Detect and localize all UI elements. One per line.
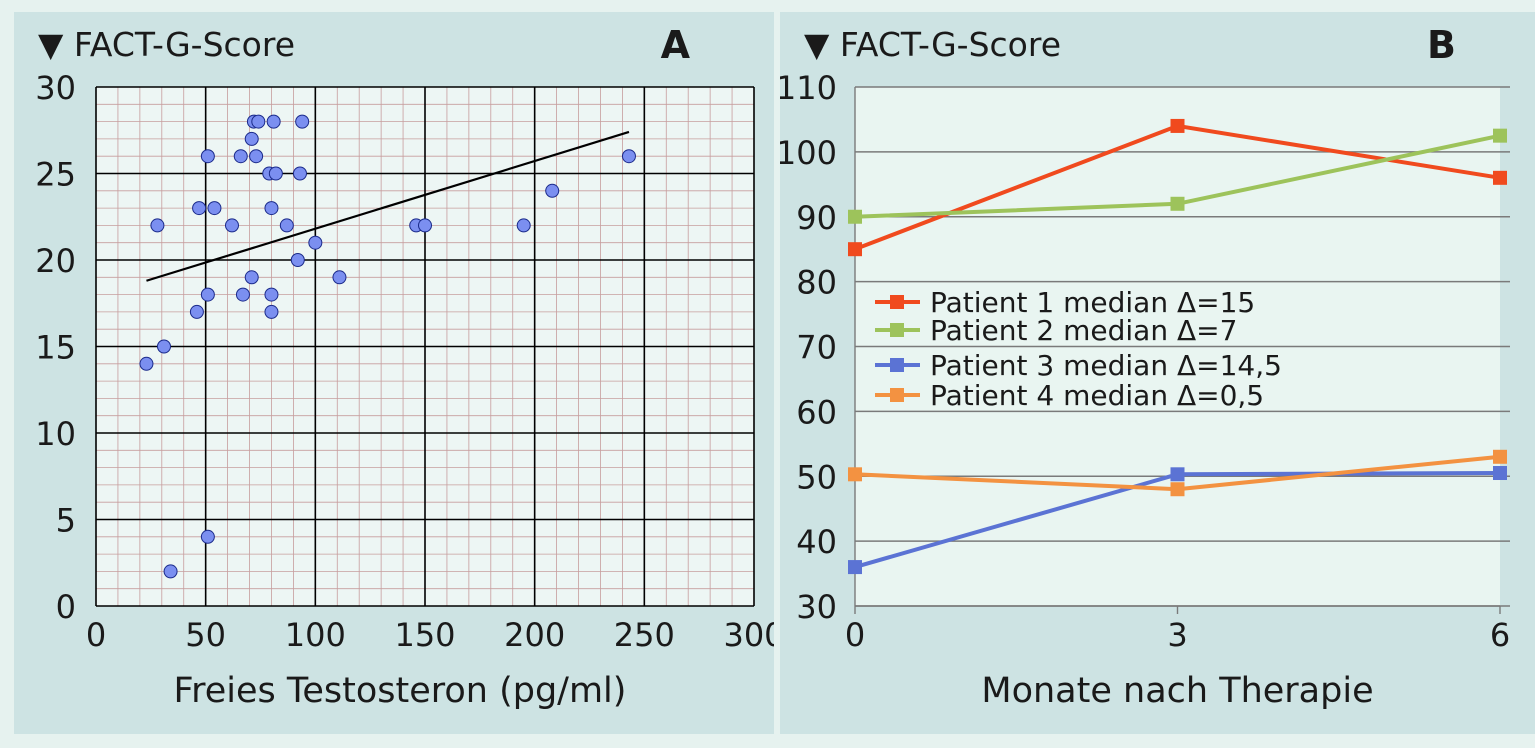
legend-marker xyxy=(890,388,904,402)
data-point xyxy=(332,270,347,285)
legend-label: Patient 4 median Δ=0,5 xyxy=(930,379,1264,412)
data-point xyxy=(290,253,305,267)
legend-label: Patient 3 median Δ=14,5 xyxy=(930,349,1282,382)
x-tick-label: 50 xyxy=(185,616,226,654)
series-marker xyxy=(848,560,862,575)
data-point xyxy=(295,114,310,129)
legend-marker xyxy=(890,358,904,372)
y-tick-label: 5 xyxy=(56,502,76,540)
series-marker xyxy=(1493,170,1507,185)
data-point xyxy=(264,304,279,319)
x-tick-label: 3 xyxy=(1167,616,1187,654)
x-tick-label: 150 xyxy=(394,616,455,654)
data-point xyxy=(150,218,165,233)
y-tick-label: 60 xyxy=(796,393,837,431)
y-tick-label: 80 xyxy=(796,264,837,302)
data-point xyxy=(224,218,239,233)
scatter-chart: 051015202530050100150200250300▼ FACT-G-S… xyxy=(35,23,774,711)
y-tick-label: 10 xyxy=(35,415,76,453)
series-marker xyxy=(848,209,862,224)
data-point xyxy=(308,235,323,250)
x-tick-label: 250 xyxy=(614,616,675,654)
y-tick-label: 0 xyxy=(56,588,76,626)
data-point xyxy=(139,356,154,371)
data-point xyxy=(192,201,207,216)
data-point xyxy=(207,201,222,216)
data-point xyxy=(545,183,560,198)
data-point xyxy=(264,287,279,302)
y-tick-label: 90 xyxy=(796,199,837,237)
series-marker xyxy=(848,242,862,257)
series-marker xyxy=(848,467,862,482)
data-point xyxy=(189,304,204,319)
y-tick-label: 15 xyxy=(35,329,76,367)
x-tick-label: 0 xyxy=(86,616,106,654)
y-tick-label: 110 xyxy=(780,69,837,107)
x-tick-label: 6 xyxy=(1490,616,1510,654)
data-point xyxy=(621,149,636,164)
data-point xyxy=(200,149,215,164)
legend-label: Patient 2 median Δ=7 xyxy=(930,314,1237,347)
data-point xyxy=(251,114,266,129)
series-marker xyxy=(1493,449,1507,464)
data-point xyxy=(516,218,531,233)
data-point xyxy=(233,149,248,164)
data-point xyxy=(244,270,259,285)
panel-b: 30 40 50 60 70 80 90 100 110 0 3 6 Patient 1 median … xyxy=(780,12,1535,734)
data-point xyxy=(266,114,281,129)
data-point xyxy=(244,131,259,146)
y-tick-label: 30 xyxy=(35,69,76,107)
legend-marker xyxy=(890,295,904,309)
x-tick-label: 0 xyxy=(845,616,865,654)
data-point xyxy=(156,339,171,354)
y-tick-label: 20 xyxy=(35,242,76,280)
y-tick-label: 100 xyxy=(780,134,837,172)
series-marker xyxy=(1493,466,1507,481)
data-point xyxy=(268,166,283,181)
series-marker xyxy=(1170,467,1185,482)
legend-label: Patient 1 median Δ=15 xyxy=(930,286,1255,319)
y-axis-title: ▼ FACT-G-Score xyxy=(38,25,295,64)
data-point xyxy=(279,218,294,233)
data-point xyxy=(235,287,250,302)
x-tick-label: 200 xyxy=(504,616,565,654)
y-tick-label: 25 xyxy=(35,156,76,194)
data-point xyxy=(163,564,178,579)
line-chart: 30 40 50 60 70 80 90 100 110 0 3 6 Patient 1 median … xyxy=(780,23,1510,711)
x-axis-title: Monate nach Therapie xyxy=(981,671,1373,711)
panel-a: 051015202530050100150200250300▼ FACT-G-S… xyxy=(14,12,774,734)
data-point xyxy=(249,149,264,164)
panel-label: B xyxy=(1427,23,1456,67)
y-tick-label: 40 xyxy=(796,523,837,561)
x-tick-label: 100 xyxy=(285,616,346,654)
data-point xyxy=(200,287,215,302)
data-point xyxy=(264,201,279,216)
series-marker xyxy=(1170,196,1185,211)
panel-label: A xyxy=(661,23,691,67)
y-tick-label: 50 xyxy=(796,458,837,496)
x-axis-title: Freies Testosteron (pg/ml) xyxy=(174,671,627,711)
y-tick-label: 30 xyxy=(796,588,837,626)
legend-marker xyxy=(890,323,904,337)
y-axis-title: ▼ FACT-G-Score xyxy=(804,25,1061,64)
series-marker xyxy=(1493,128,1507,143)
trendline xyxy=(146,130,630,282)
data-point xyxy=(418,218,432,233)
data-point xyxy=(200,529,215,544)
series-marker xyxy=(1170,118,1185,133)
data-point xyxy=(292,166,307,181)
series-marker xyxy=(1170,482,1185,497)
y-tick-label: 70 xyxy=(796,329,837,367)
x-tick-label: 300 xyxy=(723,616,774,654)
